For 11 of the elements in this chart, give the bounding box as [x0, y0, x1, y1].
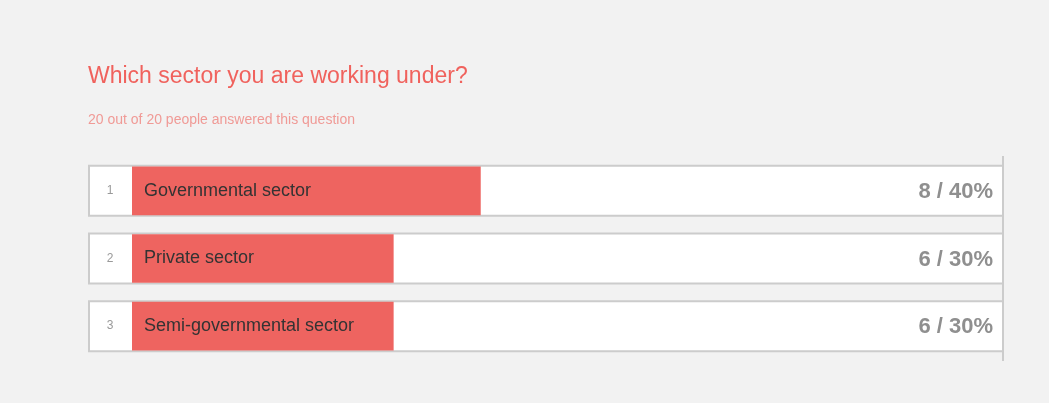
text: 3 [106, 318, 114, 333]
y-tick-label: Semi-governmental sector [144, 315, 355, 336]
text: 2 [106, 250, 114, 265]
text: 1 [106, 183, 114, 198]
y-tick-label: Governmental sector [144, 179, 312, 200]
chart-title: Which sector you are working under? [88, 62, 468, 89]
data-label: 6 / 30% [918, 313, 993, 339]
y-tick-label: Private sector [144, 247, 255, 268]
data-label: 8 / 40% [918, 177, 993, 203]
chart-subtitle: 20 out of 20 people answered this question [88, 111, 355, 127]
data-label: 6 / 30% [918, 245, 993, 271]
